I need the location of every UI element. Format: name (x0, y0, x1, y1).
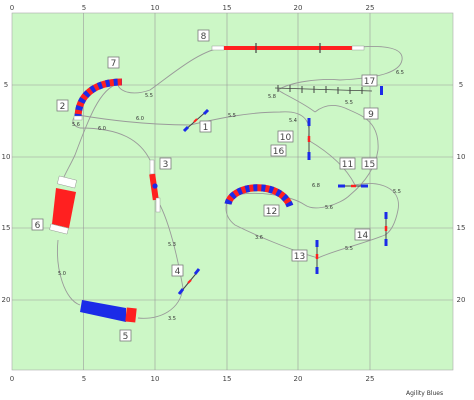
y-tick-right: 5 (459, 81, 463, 89)
y-tick-left: 10 (2, 153, 11, 161)
obstacle-8-dogwalk[interactable] (211, 43, 365, 53)
obstacle-number-17: 17 (361, 74, 378, 87)
svg-text:6: 6 (35, 221, 41, 231)
distance-label: 3.5 (168, 316, 176, 322)
distance-label: 5.5 (145, 93, 153, 99)
y-tick-right: 10 (457, 153, 466, 161)
distance-label: 6.8 (312, 183, 320, 189)
x-axis-bottom: 0 5 10 15 20 25 (10, 375, 375, 383)
x-tick-top: 15 (223, 4, 232, 12)
distance-label: 5.6 (72, 122, 80, 128)
obstacle-17-weave[interactable] (274, 85, 383, 95)
distance-label: 5.5 (345, 246, 353, 252)
svg-text:9: 9 (368, 110, 374, 120)
x-tick-top: 5 (82, 4, 86, 12)
distance-label: 6.5 (396, 70, 404, 76)
obstacle-number-11: 11 (339, 157, 356, 170)
y-axis-left: 5 10 15 20 (2, 81, 11, 304)
y-tick-left: 15 (2, 224, 11, 232)
obstacle-number-16: 16 (270, 144, 287, 157)
x-tick-bottom: 5 (82, 375, 86, 383)
obstacle-number-2: 2 (56, 99, 69, 112)
x-tick-top: 10 (151, 4, 160, 12)
distance-label: 5.3 (168, 242, 176, 248)
x-tick-bottom: 0 (10, 375, 14, 383)
x-tick-top: 0 (10, 4, 14, 12)
obstacle-number-10: 10 (277, 130, 294, 143)
obstacle-number-5: 5 (119, 329, 132, 342)
y-tick-right: 15 (457, 224, 466, 232)
distance-markers: 6.0 5.5 5.5 6.5 5.5 6.8 5.6 5.5 3.6 5.5 … (58, 46, 404, 322)
svg-text:7: 7 (111, 59, 117, 69)
svg-text:10: 10 (280, 133, 292, 143)
obstacle-4-jump[interactable] (177, 268, 201, 295)
obstacle-number-13: 13 (291, 249, 308, 262)
svg-text:12: 12 (266, 207, 277, 217)
obstacle-6-straight-tunnel[interactable] (49, 175, 77, 235)
y-tick-left: 5 (4, 81, 8, 89)
distance-label: 6.0 (98, 126, 106, 132)
x-tick-top: 20 (294, 4, 303, 12)
y-axis-right: 5 10 15 20 (457, 81, 466, 304)
svg-text:4: 4 (175, 267, 181, 277)
svg-text:11: 11 (342, 160, 353, 170)
distance-label: 6.0 (136, 116, 144, 122)
obstacle-number-9: 9 (363, 107, 379, 120)
distance-label: 5.0 (58, 271, 66, 277)
arena-field (11, 12, 454, 371)
svg-text:5: 5 (123, 332, 129, 342)
svg-text:1: 1 (203, 123, 209, 133)
obstacle-number-8: 8 (197, 29, 210, 42)
obstacle-number-4: 4 (171, 264, 184, 277)
svg-text:15: 15 (364, 160, 375, 170)
x-tick-bottom: 20 (294, 375, 303, 383)
obstacle-12-curved-tunnel[interactable] (224, 184, 294, 208)
distance-label: 5.5 (393, 189, 401, 195)
distance-label: 5.6 (325, 205, 333, 211)
brand-label: Agility Blues (406, 390, 443, 397)
obstacle-2-7-curved-tunnel[interactable] (73, 78, 123, 121)
obstacle-number-7: 7 (107, 56, 120, 69)
obstacle-number-12: 12 (263, 204, 280, 217)
svg-text:8: 8 (201, 32, 207, 42)
obstacle-number-1: 1 (199, 120, 212, 133)
svg-text:14: 14 (357, 231, 369, 241)
obstacle-1-jump[interactable] (182, 108, 210, 133)
svg-text:13: 13 (294, 252, 305, 262)
svg-text:3: 3 (163, 160, 169, 170)
distance-label: 3.6 (255, 235, 263, 241)
obstacle-number-15: 15 (361, 157, 378, 170)
obstacle-number-3: 3 (159, 157, 172, 170)
dog-path (57, 46, 403, 319)
distance-label: 5.5 (228, 113, 236, 119)
svg-text:17: 17 (364, 77, 375, 87)
svg-text:2: 2 (60, 102, 66, 112)
distance-label: 5.5 (345, 100, 353, 106)
obstacle-number-14: 14 (354, 228, 371, 241)
grid-lines (12, 13, 453, 370)
y-tick-right: 20 (457, 296, 466, 304)
svg-text:16: 16 (273, 147, 285, 157)
x-tick-bottom: 10 (151, 375, 160, 383)
y-tick-left: 20 (2, 296, 11, 304)
obstacle-3-seesaw[interactable] (149, 159, 161, 213)
obstacle-number-6: 6 (31, 218, 44, 231)
distance-label: 5.8 (268, 94, 276, 100)
x-axis-top: 0 5 10 15 20 25 (10, 4, 375, 12)
x-tick-bottom: 25 (366, 375, 375, 383)
obstacle-5-fan-tunnel[interactable] (80, 300, 137, 323)
x-tick-bottom: 15 (223, 375, 232, 383)
distance-label: 5.4 (289, 118, 297, 124)
x-tick-top: 25 (366, 4, 375, 12)
